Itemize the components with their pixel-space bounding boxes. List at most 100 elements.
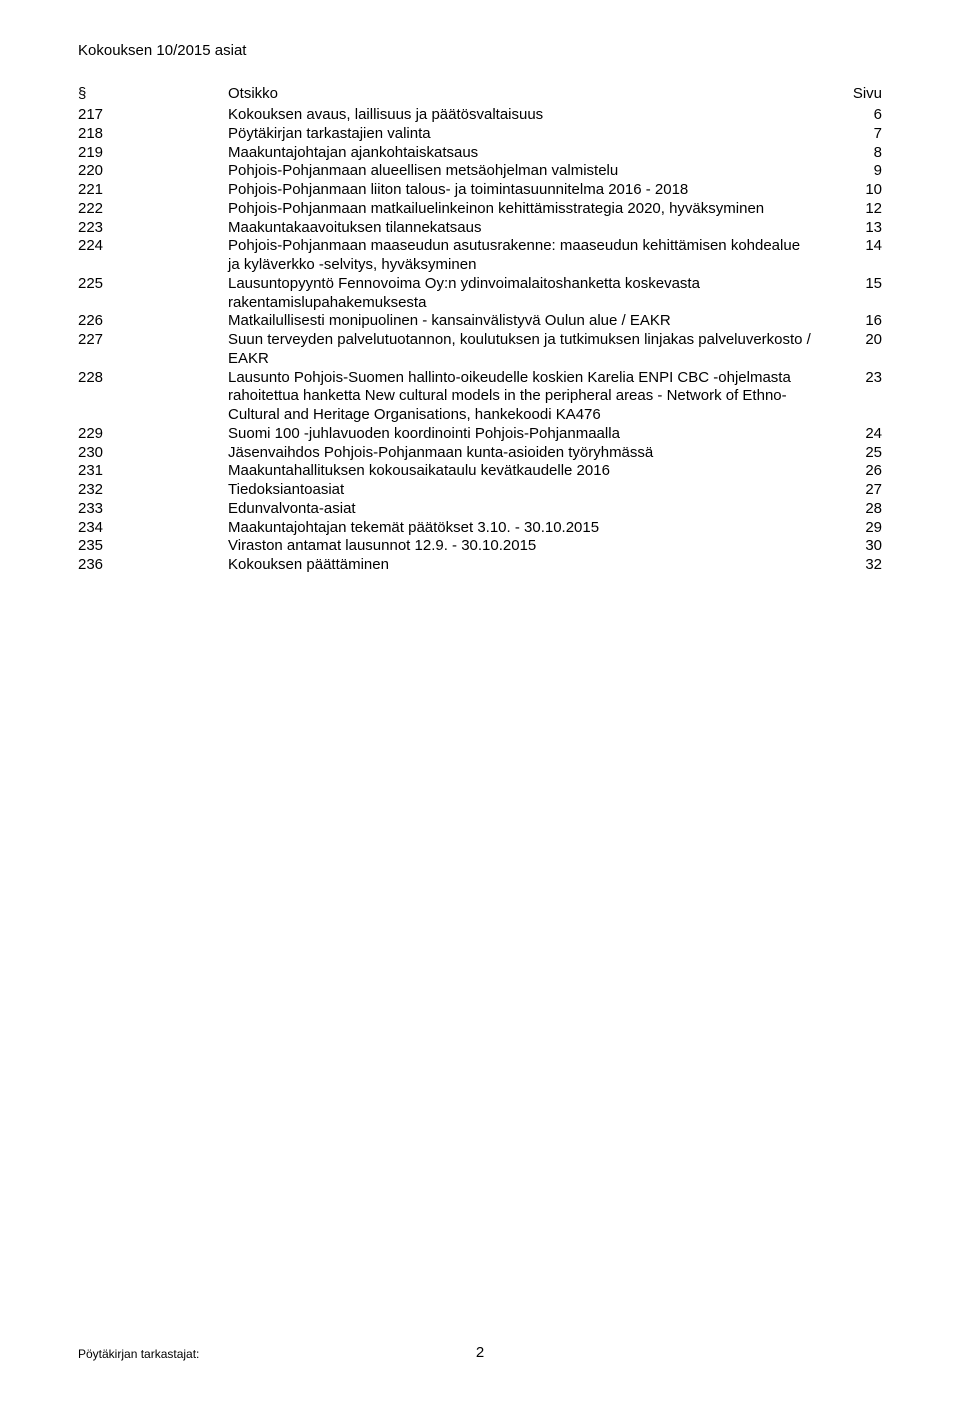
toc-header-section-symbol: § <box>78 85 124 102</box>
toc-row: 219Maakuntajohtajan ajankohtaiskatsaus8 <box>78 144 882 163</box>
toc-item-title: Maakuntajohtajan tekemät päätökset 3.10.… <box>228 519 822 538</box>
toc-row: 232 Tiedoksiantoasiat27 <box>78 481 882 500</box>
toc-item-section-spacer <box>182 425 228 444</box>
toc-item-number: 229 <box>78 425 182 444</box>
toc-item-page: 26 <box>822 462 882 481</box>
toc-item-section-spacer <box>182 162 228 181</box>
footer-page-number: 2 <box>346 1344 614 1361</box>
toc-item-section-spacer <box>182 537 228 556</box>
toc-item-title: Viraston antamat lausunnot 12.9. - 30.10… <box>228 537 822 556</box>
toc-item-section-spacer <box>182 275 228 313</box>
footer-label: Pöytäkirjan tarkastajat: <box>78 1347 346 1361</box>
toc-row: 231 Maakuntahallituksen kokousaikataulu k… <box>78 462 882 481</box>
toc-row: 220Pohjois-Pohjanmaan alueellisen metsäo… <box>78 162 882 181</box>
toc-item-section-spacer <box>182 144 228 163</box>
toc-item-section-spacer <box>182 519 228 538</box>
toc-item-title: Maakuntajohtajan ajankohtaiskatsaus <box>228 144 822 163</box>
toc-row: 223 Maakuntakaavoituksen tilannekatsaus13 <box>78 219 882 238</box>
toc-item-page: 14 <box>822 237 882 275</box>
toc-item-number: 231 <box>78 462 182 481</box>
toc-header-title: Otsikko <box>228 85 822 102</box>
toc-item-page: 10 <box>822 181 882 200</box>
toc-item-section-spacer <box>182 312 228 331</box>
toc-row: 221 Pohjois-Pohjanmaan liiton talous- ja … <box>78 181 882 200</box>
toc-item-page: 20 <box>822 331 882 369</box>
toc-item-section-spacer <box>182 106 228 125</box>
toc-item-number: 232 <box>78 481 182 500</box>
toc-row: 224 Pohjois-Pohjanmaan maaseudun asutusra… <box>78 237 882 275</box>
toc-item-page: 32 <box>822 556 882 575</box>
toc-item-page: 25 <box>822 444 882 463</box>
footer-row: Pöytäkirjan tarkastajat: 2 <box>78 1344 882 1361</box>
toc-item-page: 24 <box>822 425 882 444</box>
toc-row: 222 Pohjois-Pohjanmaan matkailuelinkeinon… <box>78 200 882 219</box>
toc-item-page: 29 <box>822 519 882 538</box>
toc-item-page: 7 <box>822 125 882 144</box>
toc-item-page: 23 <box>822 369 882 425</box>
toc-item-page: 16 <box>822 312 882 331</box>
toc-item-title: Jäsenvaihdos Pohjois-Pohjanmaan kunta-as… <box>228 444 822 463</box>
toc-item-section-spacer <box>182 556 228 575</box>
toc-row: 235Viraston antamat lausunnot 12.9. - 30… <box>78 537 882 556</box>
toc-item-section-spacer <box>182 462 228 481</box>
toc-item-number: 230 <box>78 444 182 463</box>
toc-item-number: 217 <box>78 106 182 125</box>
page-footer: Pöytäkirjan tarkastajat: 2 <box>78 1344 882 1361</box>
toc-row: 217 Kokouksen avaus, laillisuus ja päätös… <box>78 106 882 125</box>
toc-item-title: Lausunto Pohjois-Suomen hallinto-oikeude… <box>228 369 822 425</box>
toc-item-title: Maakuntahallituksen kokousaikataulu kevä… <box>228 462 822 481</box>
toc-row: 234 Maakuntajohtajan tekemät päätökset 3.… <box>78 519 882 538</box>
toc-row: 236 Kokouksen päättäminen32 <box>78 556 882 575</box>
page: Kokouksen 10/2015 asiat § Otsikko Sivu 2… <box>0 0 960 1417</box>
toc-item-number: 236 <box>78 556 182 575</box>
toc-header-page: Sivu <box>822 85 882 102</box>
toc-item-number: 224 <box>78 237 182 275</box>
toc-item-number: 221 <box>78 181 182 200</box>
toc-item-page: 12 <box>822 200 882 219</box>
toc-item-page: 27 <box>822 481 882 500</box>
toc-item-section-spacer <box>182 369 228 425</box>
toc-item-title: Pöytäkirjan tarkastajien valinta <box>228 125 822 144</box>
toc-item-section-spacer <box>182 219 228 238</box>
toc-item-section-spacer <box>182 500 228 519</box>
toc-item-number: 233 <box>78 500 182 519</box>
toc-row: 226 Matkailullisesti monipuolinen - kansa… <box>78 312 882 331</box>
toc-header-row: § Otsikko Sivu <box>78 85 882 102</box>
toc-item-page: 15 <box>822 275 882 313</box>
toc-item-title: Pohjois-Pohjanmaan matkailuelinkeinon ke… <box>228 200 822 219</box>
toc-item-section-spacer <box>182 125 228 144</box>
toc-row: 227 Suun terveyden palvelutuotannon, koul… <box>78 331 882 369</box>
toc-row: 233Edunvalvonta-asiat28 <box>78 500 882 519</box>
toc-item-number: 223 <box>78 219 182 238</box>
toc-item-number: 226 <box>78 312 182 331</box>
toc-item-title: Matkailullisesti monipuolinen - kansainv… <box>228 312 822 331</box>
toc-item-number: 227 <box>78 331 182 369</box>
toc-item-title: Pohjois-Pohjanmaan alueellisen metsäohje… <box>228 162 822 181</box>
toc-item-title: Edunvalvonta-asiat <box>228 500 822 519</box>
toc-item-title: Maakuntakaavoituksen tilannekatsaus <box>228 219 822 238</box>
toc-item-page: 13 <box>822 219 882 238</box>
toc-item-title: Kokouksen päättäminen <box>228 556 822 575</box>
toc-body: 217 Kokouksen avaus, laillisuus ja päätös… <box>78 106 882 575</box>
toc-item-title: Pohjois-Pohjanmaan liiton talous- ja toi… <box>228 181 822 200</box>
toc-row: 230 Jäsenvaihdos Pohjois-Pohjanmaan kunta… <box>78 444 882 463</box>
toc-item-page: 9 <box>822 162 882 181</box>
toc-item-title: Lausuntopyyntö Fennovoima Oy:n ydinvoima… <box>228 275 822 313</box>
toc-item-title: Kokouksen avaus, laillisuus ja päätösval… <box>228 106 822 125</box>
toc-item-section-spacer <box>182 181 228 200</box>
toc-item-section-spacer <box>182 200 228 219</box>
toc-row: 225 Lausuntopyyntö Fennovoima Oy:n ydinvo… <box>78 275 882 313</box>
toc-item-number: 219 <box>78 144 182 163</box>
toc-item-title: Pohjois-Pohjanmaan maaseudun asutusraken… <box>228 237 822 275</box>
toc-item-section-spacer <box>182 481 228 500</box>
toc-item-title: Tiedoksiantoasiat <box>228 481 822 500</box>
toc-item-title: Suun terveyden palvelutuotannon, koulutu… <box>228 331 822 369</box>
toc-item-section-spacer <box>182 444 228 463</box>
toc-item-section-spacer <box>182 237 228 275</box>
toc-row: 229Suomi 100 -juhlavuoden koordinointi P… <box>78 425 882 444</box>
toc-item-number: 218 <box>78 125 182 144</box>
toc-item-number: 222 <box>78 200 182 219</box>
toc-item-number: 225 <box>78 275 182 313</box>
toc-item-number: 234 <box>78 519 182 538</box>
toc-item-number: 228 <box>78 369 182 425</box>
